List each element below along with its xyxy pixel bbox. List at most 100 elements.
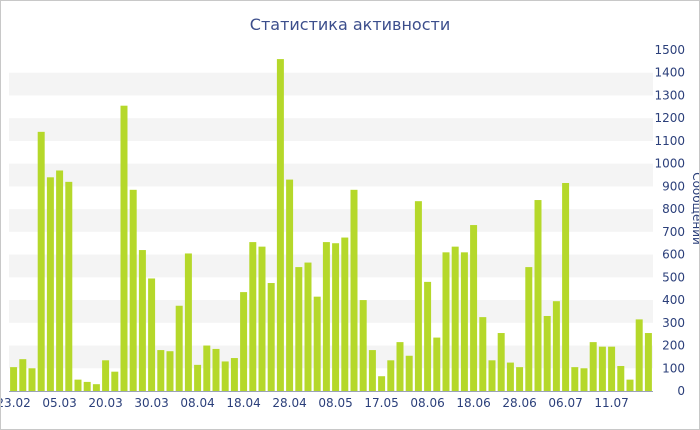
y-tick-label: 1100 bbox=[654, 134, 685, 148]
bar bbox=[56, 170, 64, 391]
bar bbox=[313, 296, 321, 391]
grid-band bbox=[9, 118, 653, 141]
bar bbox=[19, 359, 27, 391]
grid-band bbox=[9, 254, 653, 278]
x-tick-label: 28.04 bbox=[272, 396, 306, 410]
bar bbox=[230, 358, 238, 391]
bar bbox=[111, 371, 119, 391]
x-tick-label: 06.07 bbox=[548, 396, 582, 410]
bar bbox=[405, 355, 413, 391]
bar bbox=[166, 351, 174, 391]
x-tick-label: 08.04 bbox=[180, 396, 214, 410]
bar bbox=[460, 252, 468, 391]
x-tick-label: 18.06 bbox=[456, 396, 490, 410]
bar bbox=[488, 360, 496, 391]
y-tick-label: 700 bbox=[662, 225, 685, 239]
bar bbox=[83, 381, 91, 391]
bar bbox=[175, 305, 183, 391]
grid-band bbox=[9, 209, 653, 232]
bar bbox=[479, 317, 487, 391]
bar bbox=[157, 350, 165, 391]
bar bbox=[120, 105, 128, 391]
y-tick-label: 900 bbox=[662, 179, 685, 193]
bar bbox=[203, 345, 211, 391]
bar bbox=[562, 182, 570, 391]
bars bbox=[10, 59, 652, 392]
x-tick-label: 18.04 bbox=[226, 396, 260, 410]
bar bbox=[580, 368, 588, 391]
grid-band bbox=[9, 300, 653, 323]
y-tick-label: 400 bbox=[662, 293, 685, 307]
bar bbox=[221, 361, 229, 391]
x-tick-labels: 23.02 05.03 20.03 30.03 08.04 18.04 28.04 08.05… bbox=[1, 396, 629, 410]
bar bbox=[617, 365, 625, 391]
bar bbox=[396, 342, 404, 391]
bar bbox=[258, 246, 266, 391]
bar bbox=[516, 367, 524, 391]
bar bbox=[37, 131, 45, 391]
bar bbox=[497, 333, 505, 391]
bar bbox=[65, 181, 73, 391]
x-tick-label: 08.05 bbox=[318, 396, 352, 410]
bar bbox=[10, 367, 18, 391]
y-axis-label: Сообщений bbox=[690, 172, 699, 245]
y-tick-label: 500 bbox=[662, 270, 685, 284]
bar bbox=[598, 346, 606, 391]
bar bbox=[635, 319, 643, 391]
bar bbox=[424, 281, 432, 391]
bar bbox=[414, 201, 422, 391]
bar bbox=[74, 379, 82, 391]
y-tick-label: 100 bbox=[662, 361, 685, 375]
bar bbox=[267, 283, 275, 391]
grid-band bbox=[9, 163, 653, 187]
y-tick-labels: 0 100 200 300 400 500 600 700 800 900 1000 1100 1200… bbox=[654, 43, 685, 398]
bar bbox=[184, 253, 192, 391]
bar bbox=[608, 346, 616, 391]
y-tick-label: 1000 bbox=[654, 157, 685, 171]
bar bbox=[46, 177, 54, 391]
bar bbox=[359, 300, 367, 391]
grid-bands bbox=[9, 72, 653, 369]
bar bbox=[644, 333, 652, 391]
x-tick-label: 08.06 bbox=[410, 396, 444, 410]
bar bbox=[552, 301, 560, 391]
bar bbox=[442, 252, 450, 391]
bar bbox=[470, 225, 478, 391]
bar bbox=[194, 364, 202, 391]
x-tick-label: 20.03 bbox=[88, 396, 122, 410]
x-tick-label: 28.06 bbox=[502, 396, 536, 410]
bar bbox=[276, 59, 284, 392]
bar bbox=[92, 384, 100, 391]
chart-title: Статистика активности bbox=[249, 15, 451, 34]
bar bbox=[571, 367, 579, 391]
bar bbox=[626, 379, 634, 391]
bar bbox=[506, 362, 514, 391]
x-tick-label: 11.07 bbox=[594, 396, 628, 410]
bar bbox=[534, 200, 542, 391]
y-tick-label: 200 bbox=[662, 339, 685, 353]
bar bbox=[525, 267, 533, 391]
y-tick-label: 800 bbox=[662, 202, 685, 216]
y-tick-label: 1300 bbox=[654, 88, 685, 102]
y-tick-label: 0 bbox=[677, 384, 685, 398]
x-tick-label: 23.02 bbox=[1, 396, 31, 410]
y-tick-label: 1400 bbox=[654, 66, 685, 80]
bar bbox=[341, 237, 349, 391]
bar bbox=[28, 368, 36, 391]
bar bbox=[240, 292, 248, 391]
x-tick-label: 17.05 bbox=[364, 396, 398, 410]
bar bbox=[138, 250, 146, 391]
bar bbox=[433, 337, 441, 391]
bar bbox=[322, 242, 330, 391]
bar bbox=[589, 342, 597, 391]
bar bbox=[387, 360, 395, 391]
bar bbox=[212, 348, 220, 391]
bar bbox=[451, 246, 459, 391]
bar bbox=[543, 315, 551, 391]
y-tick-label: 1500 bbox=[654, 43, 685, 57]
y-tick-label: 1200 bbox=[654, 111, 685, 125]
bar bbox=[295, 267, 303, 391]
grid-band bbox=[9, 72, 653, 96]
